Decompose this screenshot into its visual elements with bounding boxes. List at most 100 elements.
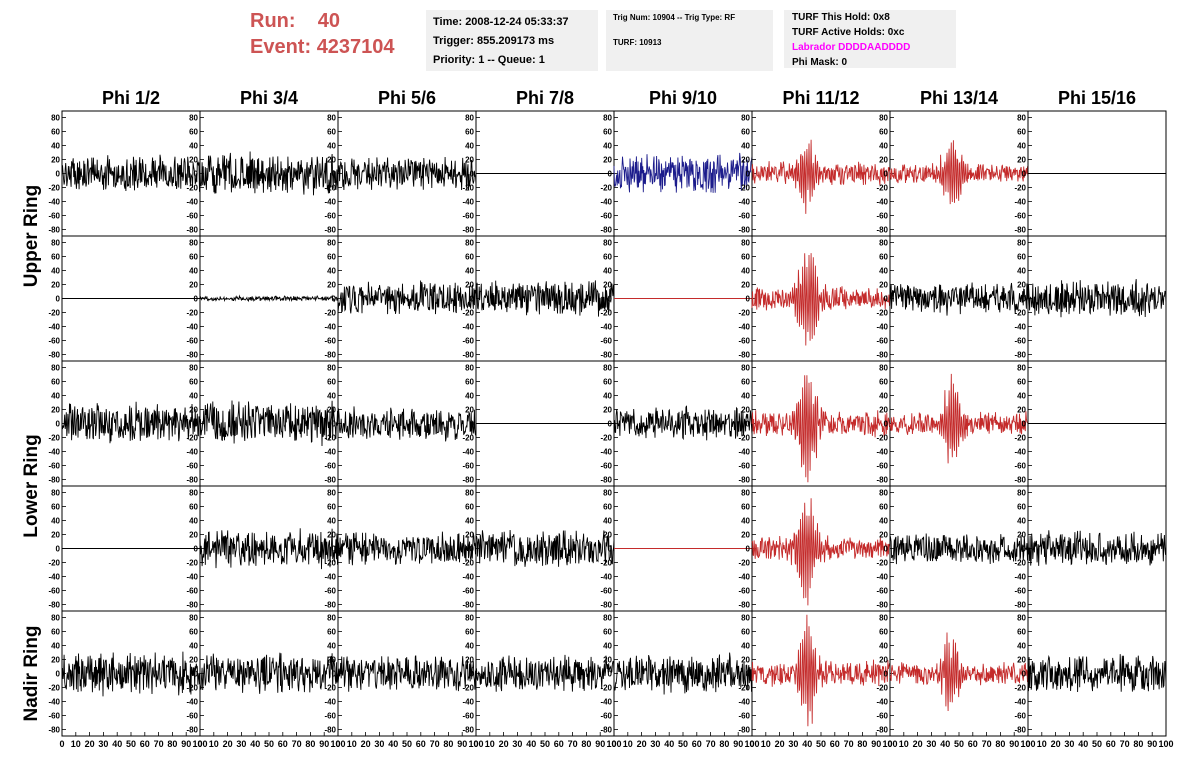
y-tick-label: 80 — [603, 614, 612, 623]
y-tick-label: 40 — [327, 267, 336, 276]
y-tick-label: -20 — [876, 559, 888, 568]
y-tick-label: -20 — [186, 684, 198, 693]
y-tick-label: 0 — [56, 420, 61, 429]
waveform-trace — [199, 652, 339, 694]
x-tick-label: 30 — [788, 739, 798, 749]
y-tick-label: -80 — [462, 476, 474, 485]
y-tick-label: 20 — [465, 531, 474, 540]
y-tick-label: -80 — [462, 726, 474, 735]
y-tick-label: -20 — [876, 184, 888, 193]
y-tick-label: 80 — [1017, 239, 1026, 248]
y-tick-label: -80 — [48, 601, 60, 610]
y-tick-label: -60 — [1014, 587, 1026, 596]
y-tick-label: 60 — [327, 628, 336, 637]
x-tick-label: 10 — [209, 739, 219, 749]
waveform-panel: 80 60 40 20 0 -20 -40 -60 -80 — [1014, 360, 1167, 487]
y-tick-label: 80 — [189, 239, 198, 248]
y-tick-label: 60 — [741, 128, 750, 137]
waveform-trace — [613, 405, 753, 441]
y-tick-label: -80 — [600, 226, 612, 235]
y-tick-label: -60 — [876, 712, 888, 721]
column-title: Phi 1/2 — [102, 88, 160, 108]
y-tick-label: 0 — [332, 420, 337, 429]
y-tick-label: -80 — [1014, 226, 1026, 235]
column-title: Phi 11/12 — [782, 88, 859, 108]
waveform-trace — [751, 498, 891, 606]
y-tick-label: 80 — [603, 364, 612, 373]
y-tick-label: 40 — [1017, 517, 1026, 526]
waveform-trace — [751, 139, 891, 214]
y-tick-label: 20 — [51, 531, 60, 540]
waveform-panel: 80 60 40 20 0 -20 -40 -60 -80 — [738, 610, 891, 737]
y-tick-label: -40 — [600, 323, 612, 332]
waveform-panel: 80 60 40 20 0 -20 -40 -60 -80 — [462, 485, 615, 612]
y-tick-label: -60 — [186, 587, 198, 596]
y-tick-label: -60 — [738, 337, 750, 346]
x-tick-label: 50 — [264, 739, 274, 749]
y-tick-label: 80 — [51, 114, 60, 123]
y-tick-label: -60 — [600, 587, 612, 596]
y-tick-label: -60 — [462, 587, 474, 596]
x-tick-label: 80 — [443, 739, 453, 749]
y-tick-label: 0 — [746, 420, 751, 429]
waveform-panel: 80 60 40 20 0 -20 -40 -60 -80 — [876, 610, 1029, 737]
y-tick-label: 60 — [465, 628, 474, 637]
y-tick-label: -40 — [462, 323, 474, 332]
y-tick-label: 20 — [327, 156, 336, 165]
y-tick-label: 0 — [332, 295, 337, 304]
x-tick-label: 50 — [954, 739, 964, 749]
y-tick-label: 20 — [189, 156, 198, 165]
y-tick-label: -80 — [1014, 726, 1026, 735]
y-tick-label: -60 — [324, 212, 336, 221]
y-tick-label: -60 — [324, 462, 336, 471]
y-tick-label: 80 — [879, 489, 888, 498]
y-tick-label: 60 — [189, 378, 198, 387]
y-tick-label: 40 — [189, 642, 198, 651]
y-tick-label: 0 — [332, 670, 337, 679]
y-tick-label: -80 — [186, 226, 198, 235]
y-tick-label: -20 — [462, 559, 474, 568]
y-tick-label: 80 — [741, 239, 750, 248]
y-tick-label: -40 — [324, 198, 336, 207]
y-tick-label: -40 — [462, 198, 474, 207]
waveform-trace — [337, 280, 477, 315]
y-tick-label: 40 — [189, 517, 198, 526]
x-tick-label: 0 — [473, 739, 478, 749]
y-tick-label: 60 — [51, 253, 60, 262]
phi-mask-text: Phi Mask: 0 — [792, 57, 848, 68]
x-tick-label: 90 — [595, 739, 605, 749]
y-tick-label: 80 — [327, 114, 336, 123]
y-tick-label: -80 — [186, 351, 198, 360]
y-tick-label: 0 — [332, 545, 337, 554]
y-tick-label: -20 — [1014, 309, 1026, 318]
x-tick-label: 90 — [1147, 739, 1157, 749]
y-tick-label: 60 — [603, 378, 612, 387]
y-tick-label: -80 — [876, 726, 888, 735]
y-tick-label: 80 — [465, 364, 474, 373]
y-tick-label: 40 — [741, 142, 750, 151]
y-tick-label: -80 — [876, 601, 888, 610]
y-tick-label: -60 — [462, 212, 474, 221]
y-tick-label: -40 — [1014, 198, 1026, 207]
y-tick-label: 0 — [470, 545, 475, 554]
y-tick-label: -60 — [324, 587, 336, 596]
y-tick-label: 20 — [741, 156, 750, 165]
y-tick-label: -40 — [48, 323, 60, 332]
y-tick-label: 80 — [327, 489, 336, 498]
x-tick-label: 20 — [499, 739, 509, 749]
waveform-trace — [751, 375, 891, 483]
y-tick-label: 80 — [741, 114, 750, 123]
waveform-trace — [613, 152, 753, 193]
waveform-panels: 80 60 40 20 0 -20 -40 -60 -80 80 60 40 20 0 -20 -40 -60 -… — [48, 110, 1174, 749]
y-tick-label: 0 — [608, 170, 613, 179]
y-tick-label: -20 — [462, 309, 474, 318]
run-line: Run: 40 — [250, 8, 420, 34]
y-tick-label: -80 — [48, 226, 60, 235]
y-tick-label: -20 — [324, 684, 336, 693]
waveform-panel: 80 60 40 20 0 -20 -40 -60 -80 — [600, 485, 753, 612]
y-tick-label: 20 — [51, 406, 60, 415]
x-tick-label: 70 — [292, 739, 302, 749]
waveform-trace — [889, 140, 1029, 205]
x-tick-label: 100 — [606, 739, 621, 749]
y-tick-label: -20 — [48, 309, 60, 318]
